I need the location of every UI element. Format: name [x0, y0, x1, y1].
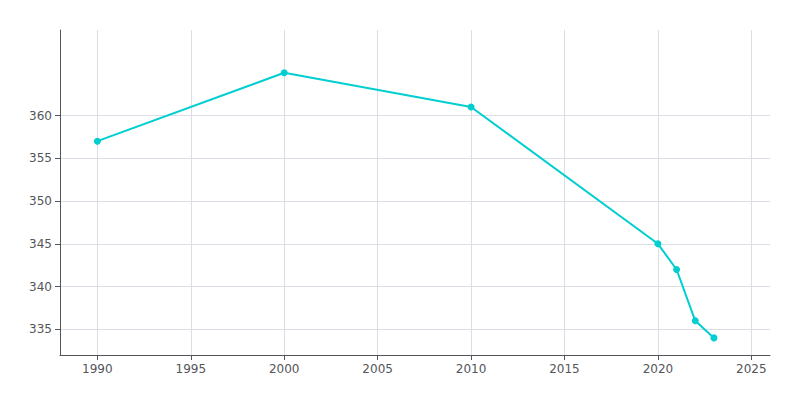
svg-text:2015: 2015 [549, 362, 580, 376]
svg-text:2025: 2025 [736, 362, 767, 376]
svg-text:2010: 2010 [456, 362, 487, 376]
svg-text:360: 360 [29, 109, 52, 123]
svg-text:340: 340 [29, 280, 52, 294]
svg-text:2005: 2005 [362, 362, 393, 376]
svg-text:345: 345 [29, 237, 52, 251]
svg-text:1995: 1995 [176, 362, 207, 376]
svg-text:335: 335 [29, 322, 52, 336]
svg-text:2000: 2000 [269, 362, 300, 376]
svg-text:2020: 2020 [643, 362, 674, 376]
svg-text:350: 350 [29, 194, 52, 208]
svg-text:1990: 1990 [82, 362, 113, 376]
svg-text:355: 355 [29, 151, 52, 165]
